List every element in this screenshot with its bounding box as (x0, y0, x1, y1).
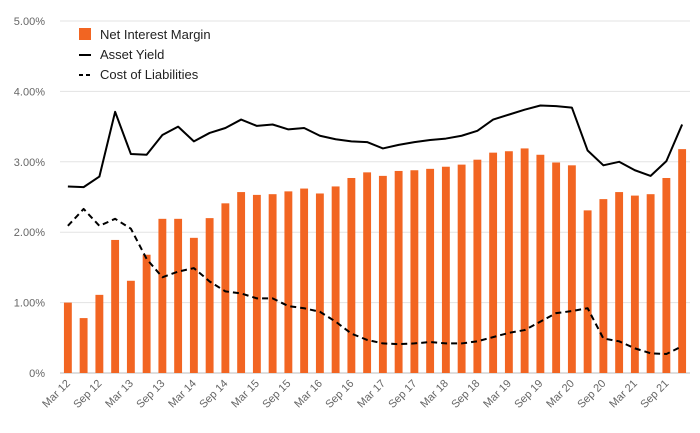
nim-bars (63, 148, 687, 373)
nim-bar (284, 191, 293, 373)
nim-bar (441, 166, 450, 373)
nim-bar (567, 165, 576, 373)
nim-bar (473, 159, 482, 373)
nim-bar (615, 192, 624, 373)
x-tick-label: Sep 14 (197, 378, 230, 411)
nim-bar (111, 239, 120, 373)
nim-bar (662, 177, 671, 373)
nim-bar (237, 192, 246, 373)
x-tick-label: Sep 15 (260, 378, 293, 411)
y-axis-ticks: 0% 1.00% 2.00% 3.00% 4.00% 5.00% (14, 16, 45, 380)
nim-bar (63, 302, 72, 373)
x-tick-label: Sep 12 (71, 378, 104, 411)
x-tick-label: Sep 19 (512, 378, 545, 411)
nim-bar (678, 149, 687, 373)
x-tick-label: Mar 17 (355, 378, 388, 411)
x-tick-label: Sep 13 (134, 378, 167, 411)
y-tick-label: 4.00% (14, 86, 45, 98)
y-tick-label: 2.00% (14, 227, 45, 239)
nim-bar (300, 188, 309, 373)
nim-bar (394, 170, 403, 373)
asset-yield-line (67, 104, 684, 189)
y-tick-label: 1.00% (14, 298, 45, 310)
x-tick-label: Sep 16 (323, 378, 356, 411)
y-tick-label: 5.00% (14, 16, 45, 28)
x-tick-label: Sep 20 (575, 378, 608, 411)
nim-bar (583, 210, 592, 373)
nim-bar (504, 151, 513, 373)
nim-bar (599, 199, 608, 373)
nim-bar (426, 168, 435, 373)
legend-label-asset-yield: Asset Yield (100, 47, 164, 62)
nim-bar (315, 193, 324, 373)
nim-bar (363, 172, 372, 373)
nim-bar (520, 148, 529, 373)
nim-bar (205, 218, 214, 373)
nim-bar (268, 194, 277, 373)
legend-label-cost-of-liabilities: Cost of Liabilities (100, 67, 199, 82)
nim-bar (252, 194, 261, 373)
line-series (67, 104, 684, 355)
y-tick-label: 3.00% (14, 157, 45, 169)
nim-bar (189, 237, 198, 373)
x-tick-label: Sep 18 (449, 378, 482, 411)
nim-bar (347, 177, 356, 373)
x-tick-label: Sep 17 (386, 378, 419, 411)
x-tick-label: Mar 15 (229, 378, 262, 411)
nim-bar (646, 194, 655, 373)
nim-bar (142, 254, 151, 373)
nim-bar (174, 218, 183, 373)
nim-bar (552, 162, 561, 373)
x-tick-label: Sep 21 (638, 378, 671, 411)
nim-bar (95, 294, 104, 373)
legend-swatch-net-interest-margin (79, 28, 91, 40)
nim-bar (126, 280, 135, 373)
nim-bar (331, 186, 340, 373)
x-tick-label: Mar 16 (292, 378, 325, 411)
x-tick-label: Mar 14 (166, 378, 199, 411)
nim-bar (630, 195, 639, 373)
x-tick-label: Mar 19 (481, 378, 514, 411)
nim-bar (457, 164, 466, 373)
nim-bar (536, 154, 545, 373)
nim-bar (489, 152, 498, 373)
x-tick-label: Mar 18 (418, 378, 451, 411)
x-tick-label: Mar 12 (40, 378, 73, 411)
x-tick-label: Mar 13 (103, 378, 136, 411)
x-tick-label: Mar 21 (607, 378, 640, 411)
cost-of-liabilities-line (67, 207, 683, 355)
nim-bar (79, 318, 88, 373)
nim-bar (221, 203, 230, 373)
legend: Net Interest Margin Asset Yield Cost of … (79, 27, 211, 82)
nim-bar (410, 170, 419, 373)
nim-bar (158, 218, 167, 373)
legend-label-net-interest-margin: Net Interest Margin (100, 27, 211, 42)
nim-bar (378, 175, 387, 373)
x-tick-label: Mar 20 (544, 378, 577, 411)
y-tick-label: 0% (29, 368, 45, 380)
